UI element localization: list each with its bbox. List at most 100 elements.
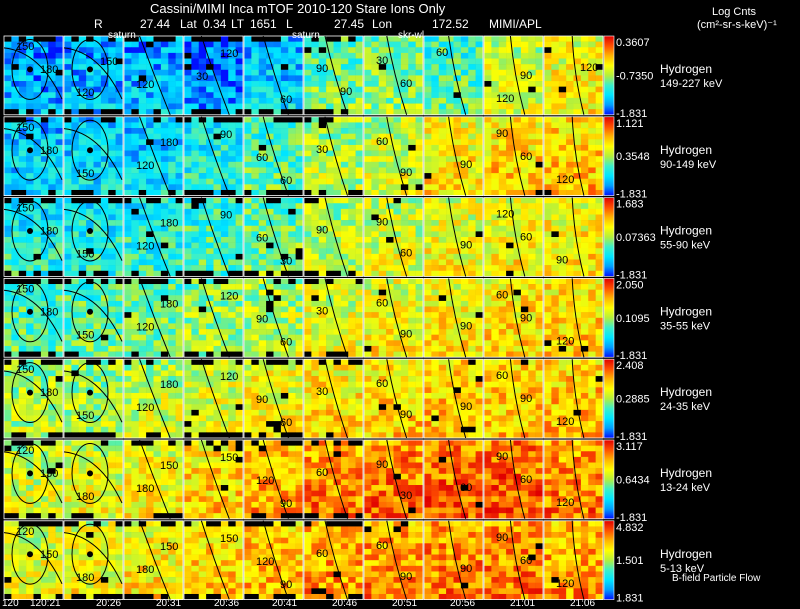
cell <box>40 364 49 371</box>
cell <box>333 197 342 204</box>
cell <box>566 161 574 168</box>
cell <box>115 426 124 433</box>
cell <box>153 156 162 163</box>
cell <box>318 306 327 313</box>
cell <box>18 359 27 366</box>
cell <box>386 284 394 290</box>
cell <box>11 81 20 87</box>
cell <box>520 173 529 180</box>
cell <box>340 284 349 290</box>
cell <box>424 144 432 151</box>
cell <box>131 173 140 180</box>
cell <box>33 415 42 422</box>
cell <box>318 128 327 134</box>
cell <box>355 306 364 313</box>
cell <box>48 409 56 416</box>
cell <box>520 161 529 168</box>
cell <box>506 41 514 48</box>
cell <box>378 103 387 110</box>
cell <box>55 173 64 180</box>
cell <box>348 203 356 210</box>
cell <box>595 69 604 76</box>
cell <box>71 421 80 428</box>
cell <box>498 128 507 134</box>
cell <box>595 75 604 82</box>
contour-label: 90 <box>256 313 268 325</box>
cell <box>528 139 536 146</box>
cell <box>108 381 116 388</box>
cell <box>184 150 192 157</box>
cell <box>484 189 492 196</box>
cell <box>400 36 409 42</box>
cell <box>520 167 529 174</box>
cell <box>273 300 282 307</box>
cell <box>11 214 20 221</box>
cell <box>220 214 229 221</box>
cell <box>138 197 147 204</box>
cell <box>326 184 334 191</box>
cell <box>220 128 229 134</box>
cell <box>573 351 582 358</box>
cell <box>580 52 589 59</box>
cell <box>498 52 507 59</box>
cell <box>438 103 447 110</box>
cell <box>168 381 176 388</box>
cell <box>348 75 356 82</box>
cell <box>115 392 124 399</box>
panel-frame <box>303 116 364 197</box>
cell <box>93 220 102 227</box>
cell <box>4 242 12 249</box>
cell <box>468 184 476 191</box>
cell <box>93 340 102 347</box>
cell <box>115 47 124 54</box>
cell <box>160 81 169 87</box>
cell <box>18 248 27 255</box>
cell <box>228 92 236 99</box>
cell <box>544 214 552 221</box>
cell <box>78 208 87 215</box>
panel-0-6 <box>363 35 424 116</box>
cell <box>484 184 492 191</box>
cell <box>453 312 462 319</box>
cell <box>206 81 214 87</box>
cell <box>588 64 596 71</box>
cell <box>93 426 102 433</box>
cell <box>408 58 416 65</box>
cell <box>386 225 394 232</box>
cell <box>424 214 432 221</box>
cell <box>348 329 356 335</box>
cell <box>18 103 27 110</box>
cell <box>475 345 484 352</box>
cell <box>258 278 267 285</box>
cell <box>93 248 102 255</box>
cell <box>108 398 116 405</box>
cell <box>198 156 207 163</box>
cell <box>535 278 544 285</box>
cell <box>220 58 229 65</box>
cell <box>393 265 402 272</box>
cell <box>146 312 154 319</box>
cell <box>544 242 552 249</box>
cell <box>453 300 462 307</box>
cell <box>4 340 12 347</box>
cell <box>588 208 596 215</box>
cell <box>273 225 282 232</box>
cell <box>86 392 94 399</box>
contour-line <box>71 38 109 100</box>
cell <box>348 144 356 151</box>
cell <box>400 150 409 157</box>
cell <box>33 173 42 180</box>
cell <box>460 284 469 290</box>
cell <box>153 133 162 140</box>
cell <box>11 156 20 163</box>
cell <box>506 86 514 93</box>
cell <box>40 150 49 157</box>
cell <box>191 295 200 302</box>
cell <box>364 265 372 272</box>
cell <box>371 64 380 71</box>
cell <box>355 300 364 307</box>
cell <box>566 86 574 93</box>
cell <box>64 259 72 266</box>
cell <box>191 203 200 210</box>
cell <box>386 133 394 140</box>
